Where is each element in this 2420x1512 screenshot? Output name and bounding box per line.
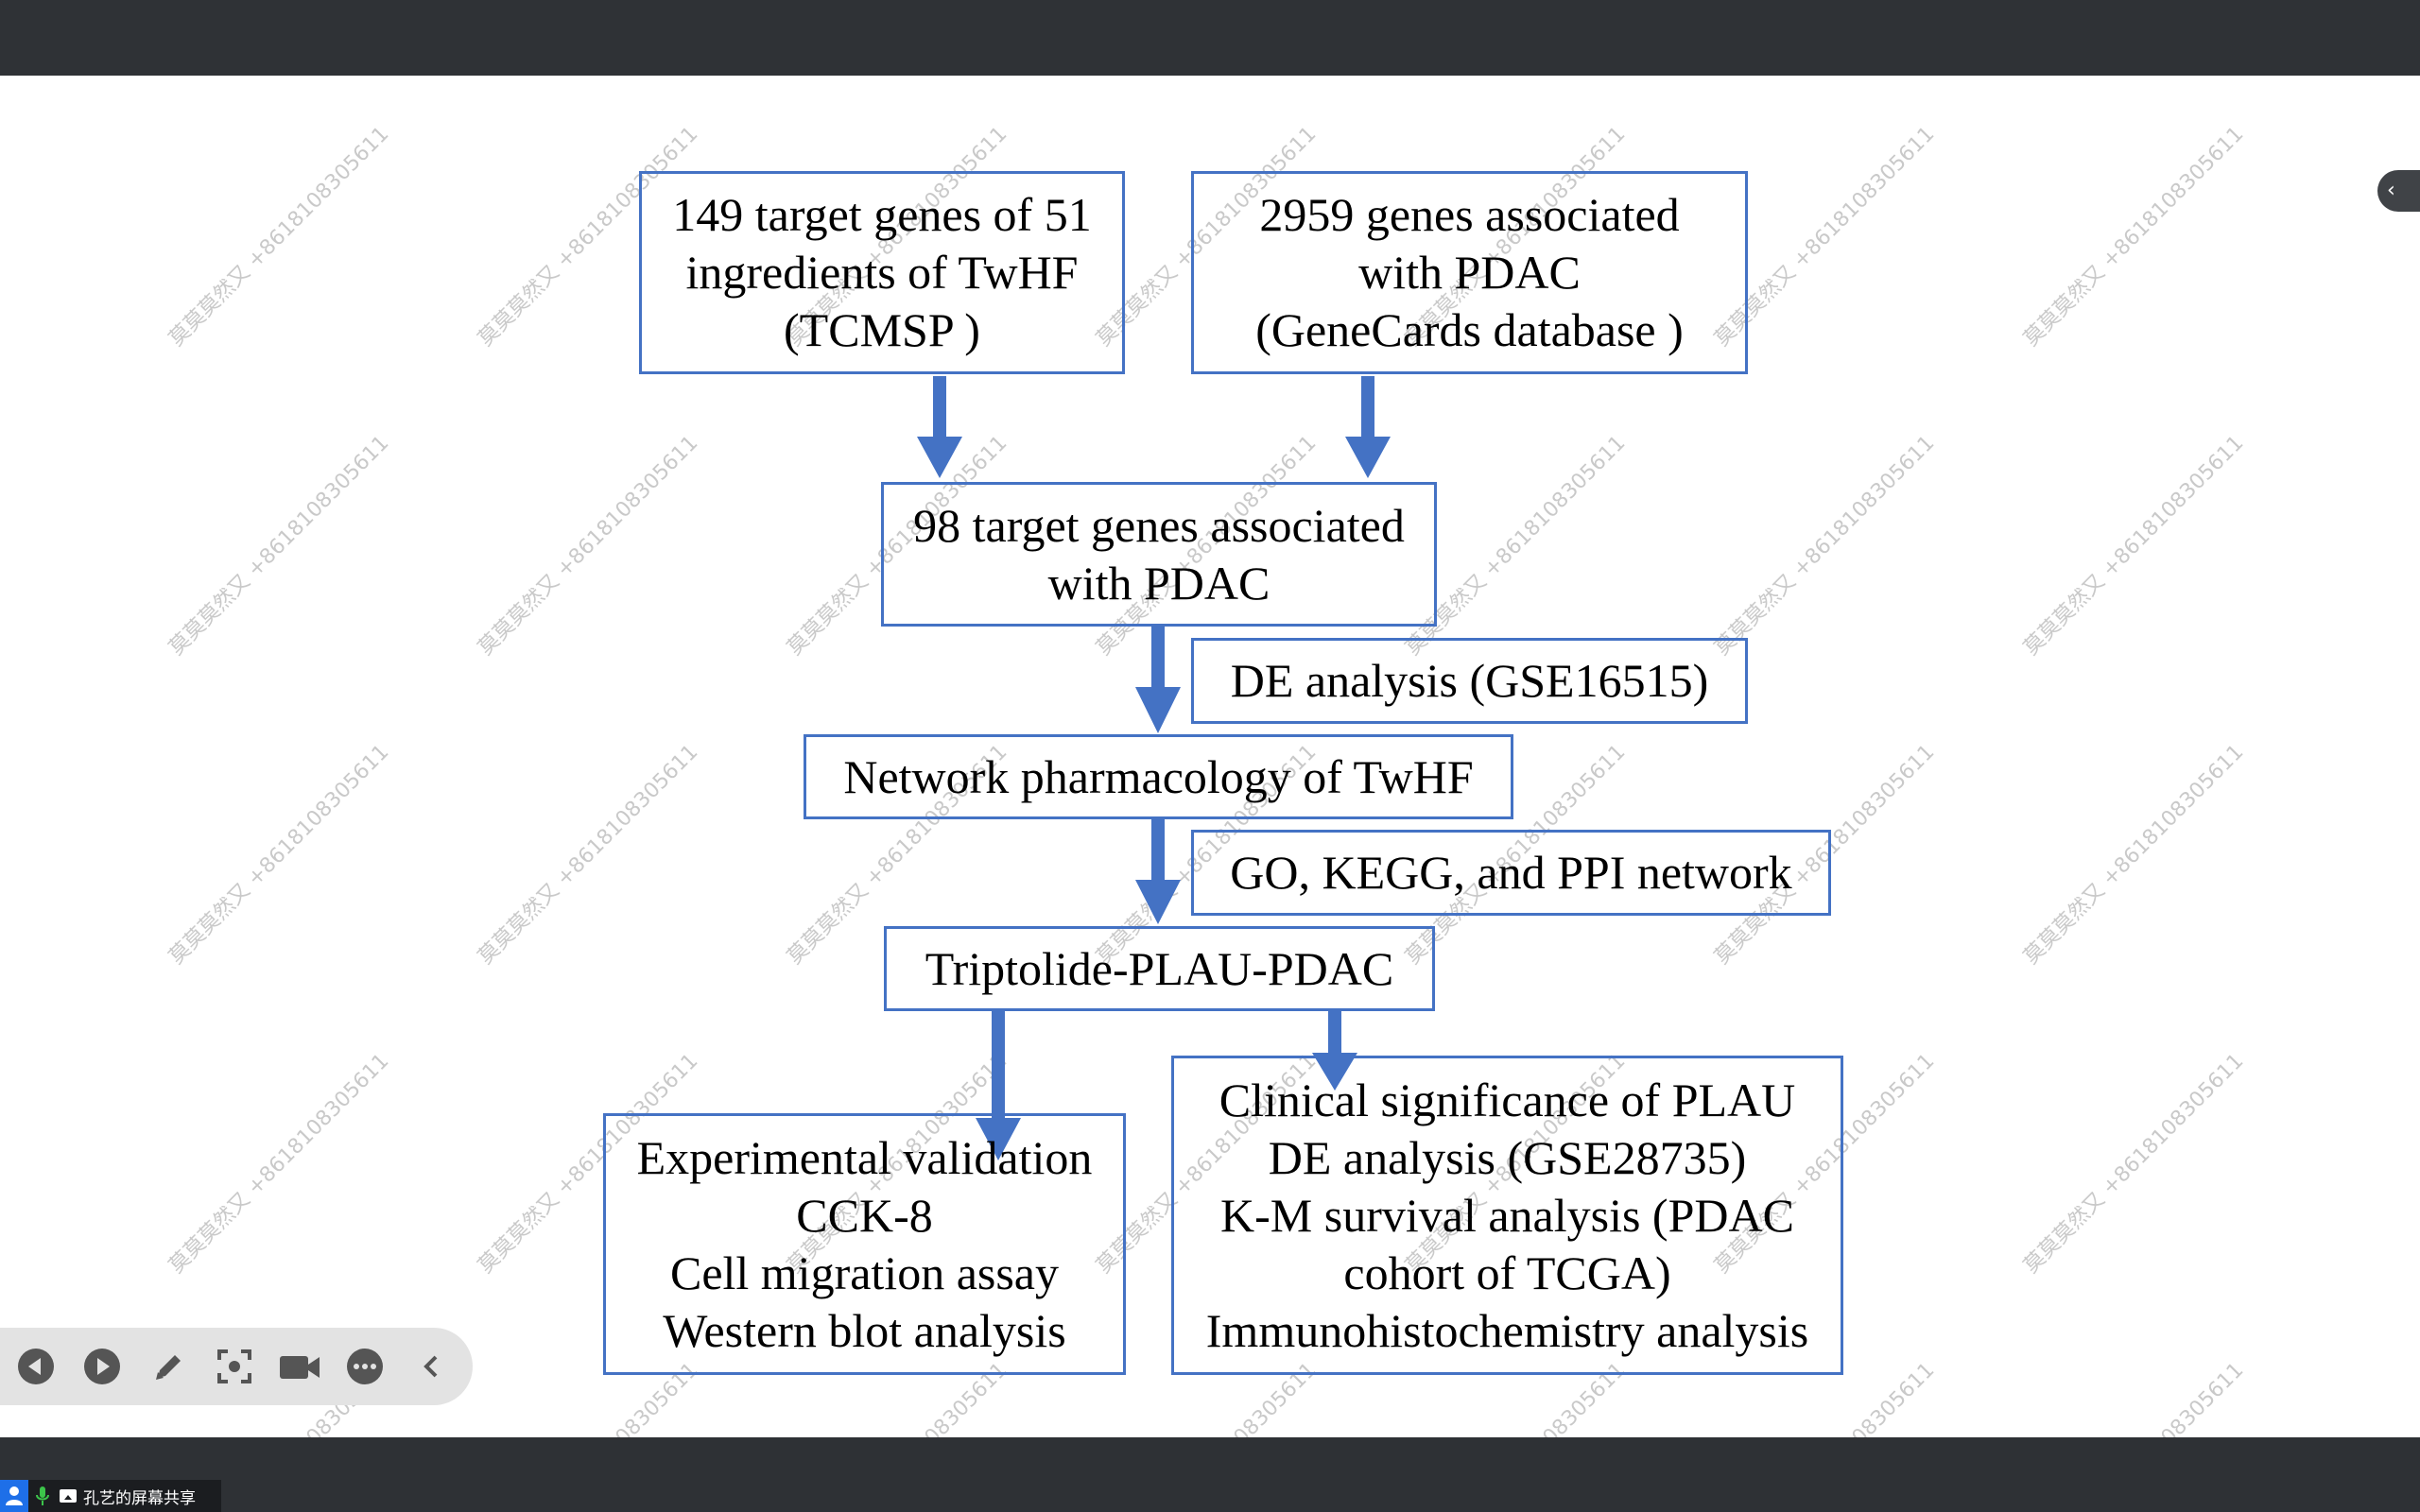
box-line: cohort of TCGA) [1343, 1246, 1671, 1299]
screen-share-indicator[interactable]: 孔艺的屏幕共享 [0, 1480, 221, 1512]
box-tcmsp: 149 target genes of 51 ingredients of TwH… [639, 171, 1125, 374]
box-line: 2959 genes associated [1259, 188, 1680, 241]
box-experimental-validation: Experimental validation CCK-8 Cell migrati… [603, 1113, 1126, 1375]
box-line: K-M survival analysis (PDAC [1220, 1188, 1794, 1242]
camera-icon[interactable] [277, 1344, 322, 1389]
box-de-analysis: DE analysis (GSE16515) [1191, 638, 1748, 724]
box-triptolide: Triptolide-PLAU-PDAC [884, 926, 1435, 1011]
bottom-bar [0, 1437, 2420, 1512]
chevron-left-icon: ‹ [2387, 179, 2395, 202]
box-genecards: 2959 genes associated with PDAC (GeneCards… [1191, 171, 1748, 374]
box-line: (TCMSP ) [784, 303, 980, 356]
collapse-icon[interactable] [408, 1344, 454, 1389]
box-line: Triptolide-PLAU-PDAC [925, 941, 1394, 995]
arrow-genecards-to-98 [1345, 376, 1391, 478]
box-go-kegg-ppi: GO, KEGG, and PPI network [1191, 830, 1831, 916]
box-line: 98 target genes associated [913, 498, 1405, 552]
screen-share-icon [57, 1480, 79, 1512]
arrow-98-to-network [1135, 627, 1181, 733]
arrow-triptolide-to-clinical [1312, 1009, 1357, 1091]
box-line: ingredients of TwHF [685, 246, 1079, 299]
user-icon [0, 1480, 28, 1512]
side-panel-toggle[interactable]: ‹ [2377, 170, 2420, 212]
box-line: with PDAC [1358, 246, 1581, 299]
arrow-tcmsp-to-98 [917, 376, 962, 478]
arrow-network-to-triptolide [1135, 817, 1181, 924]
mic-icon [28, 1480, 57, 1512]
box-network-pharmacology: Network pharmacology of TwHF [804, 734, 1513, 819]
box-line: 149 target genes of 51 [672, 188, 1092, 241]
presentation-toolbar [0, 1328, 473, 1405]
box-line: Clinical significance of PLAU [1219, 1073, 1796, 1126]
pen-icon[interactable] [147, 1344, 192, 1389]
box-line: Network pharmacology of TwHF [843, 749, 1474, 803]
box-line: Experimental validation [636, 1130, 1093, 1184]
box-line: with PDAC [1047, 556, 1270, 610]
top-bar [0, 0, 2420, 76]
box-clinical-significance: Clinical significance of PLAU DE analysis… [1171, 1056, 1843, 1375]
box-line: Immunohistochemistry analysis [1205, 1303, 1809, 1357]
next-icon[interactable] [79, 1344, 125, 1389]
more-icon[interactable] [342, 1344, 388, 1389]
box-line: GO, KEGG, and PPI network [1230, 846, 1792, 899]
box-line: DE analysis (GSE28735) [1268, 1130, 1747, 1184]
arrow-triptolide-to-experimental [976, 1009, 1021, 1160]
box-line: (GeneCards database ) [1255, 303, 1684, 356]
box-line: CCK-8 [796, 1188, 933, 1242]
box-line: Western blot analysis [663, 1303, 1066, 1357]
shared-slide: 莫莫莫然又 +8618108305611 莫莫莫然又 +8618108305611… [0, 76, 2420, 1437]
share-label-text: 孔艺的屏幕共享 [83, 1488, 196, 1508]
box-98-target-genes: 98 target genes associated with PDAC [881, 482, 1437, 627]
screenshot-icon[interactable] [212, 1344, 257, 1389]
flowchart-arrows [917, 376, 1391, 1160]
box-line: DE analysis (GSE16515) [1230, 654, 1709, 707]
previous-icon[interactable] [13, 1344, 59, 1389]
box-line: Cell migration assay [669, 1246, 1060, 1299]
